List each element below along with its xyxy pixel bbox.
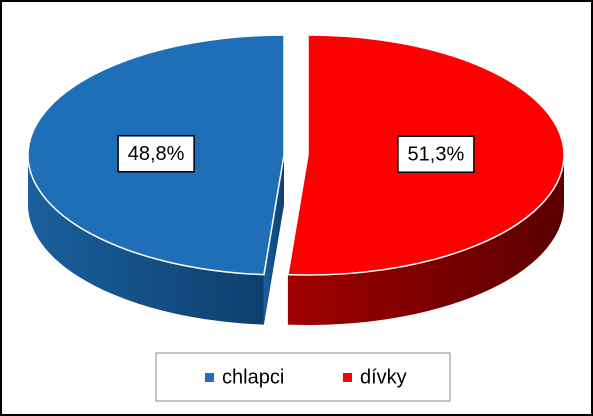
slice-side: [28, 155, 264, 325]
legend: chlapci dívky: [205, 366, 407, 388]
pie: 48,8% 51,3%: [27, 34, 565, 326]
legend-label: dívky: [360, 366, 407, 388]
data-label: 48,8%: [128, 143, 185, 165]
legend-label: chlapci: [222, 366, 284, 388]
slice-wall: [263, 155, 284, 325]
data-label: 51,3%: [408, 144, 465, 166]
data-label-box: [397, 135, 475, 173]
data-label-box: [117, 135, 195, 173]
slice-side: [287, 155, 564, 326]
legend-swatch: [205, 373, 214, 382]
legend-swatch: [343, 373, 352, 382]
